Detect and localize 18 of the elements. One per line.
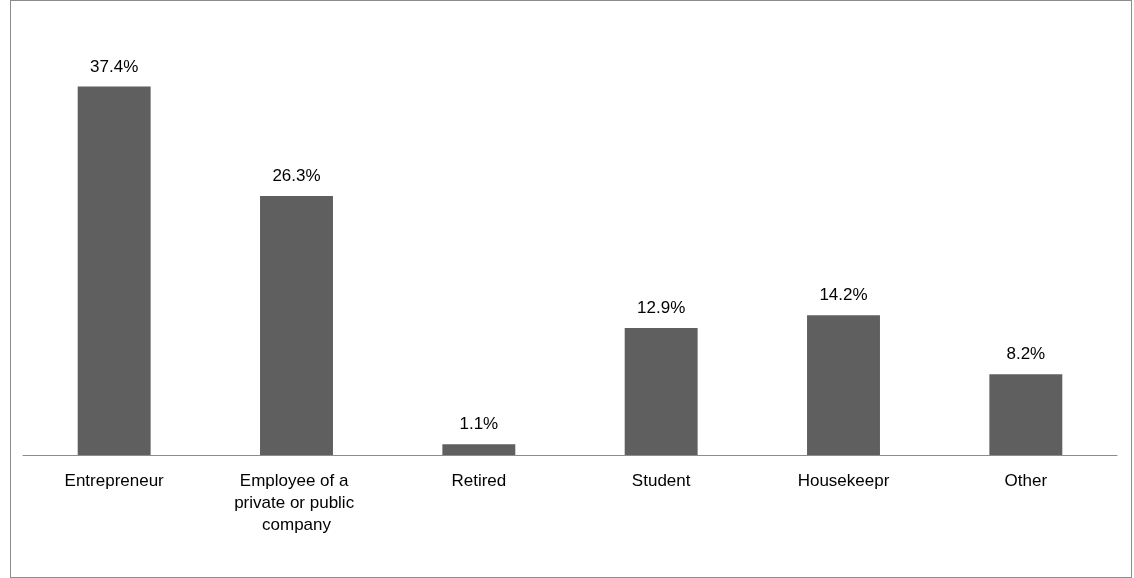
data-label: 14.2% — [819, 285, 868, 305]
data-label: 12.9% — [637, 297, 686, 317]
bar — [807, 315, 880, 455]
bar — [624, 327, 698, 455]
data-label: 1.1% — [459, 414, 499, 434]
bar — [442, 444, 516, 455]
bar — [77, 86, 151, 455]
x-tick-label: Housekeepr — [797, 470, 890, 490]
bar — [260, 195, 333, 455]
x-tick-label: Entrepreneur — [64, 470, 165, 490]
data-label: 37.4% — [90, 56, 139, 76]
x-tick-label: Student — [631, 470, 691, 490]
x-tick-label: Other — [1004, 470, 1048, 490]
x-tick-label: Retired — [451, 470, 507, 490]
bar — [989, 374, 1063, 455]
data-label: 8.2% — [1006, 344, 1046, 364]
x-tick-label: Employee of a private or public company — [234, 470, 359, 534]
data-label: 26.3% — [272, 165, 321, 185]
